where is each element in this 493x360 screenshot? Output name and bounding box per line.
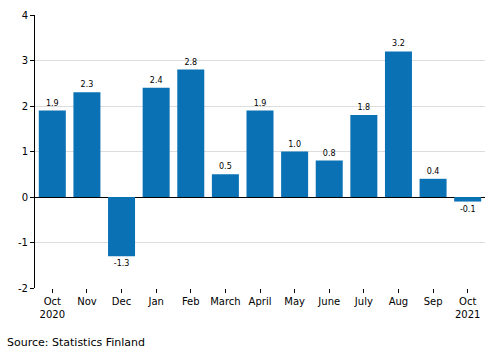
svg-text:1.0: 1.0	[288, 140, 301, 149]
svg-text:Oct2021: Oct2021	[455, 296, 480, 320]
svg-text:0: 0	[22, 192, 28, 203]
svg-text:May: May	[284, 296, 305, 307]
svg-text:1.9: 1.9	[254, 99, 267, 108]
svg-text:0.5: 0.5	[219, 162, 232, 171]
svg-text:2.4: 2.4	[150, 76, 163, 85]
svg-text:4: 4	[22, 10, 28, 21]
svg-text:-0.1: -0.1	[460, 205, 476, 214]
svg-text:Jan: Jan	[147, 296, 163, 307]
svg-text:1.9: 1.9	[46, 99, 59, 108]
svg-text:-2: -2	[18, 283, 28, 294]
svg-text:Feb: Feb	[182, 296, 200, 307]
svg-text:Aug: Aug	[389, 296, 409, 307]
svg-text:0.8: 0.8	[323, 149, 336, 158]
svg-text:June: June	[317, 296, 340, 307]
svg-text:3: 3	[22, 55, 28, 66]
svg-text:-1: -1	[18, 237, 28, 248]
svg-text:April: April	[249, 296, 272, 307]
svg-text:1.8: 1.8	[357, 103, 370, 112]
svg-text:March: March	[210, 296, 240, 307]
svg-text:1: 1	[22, 146, 28, 157]
svg-text:-1.3: -1.3	[114, 259, 130, 268]
svg-text:Sep: Sep	[424, 296, 443, 307]
svg-text:July: July	[354, 296, 373, 307]
svg-text:2.3: 2.3	[81, 80, 94, 89]
svg-text:Oct2020: Oct2020	[40, 296, 65, 320]
svg-text:Source: Statistics Finland: Source: Statistics Finland	[7, 336, 145, 349]
svg-text:2: 2	[22, 101, 28, 112]
svg-text:Dec: Dec	[112, 296, 131, 307]
svg-text:0.4: 0.4	[427, 167, 440, 176]
svg-text:2.8: 2.8	[184, 58, 197, 67]
svg-text:Nov: Nov	[77, 296, 97, 307]
svg-text:3.2: 3.2	[392, 39, 405, 48]
